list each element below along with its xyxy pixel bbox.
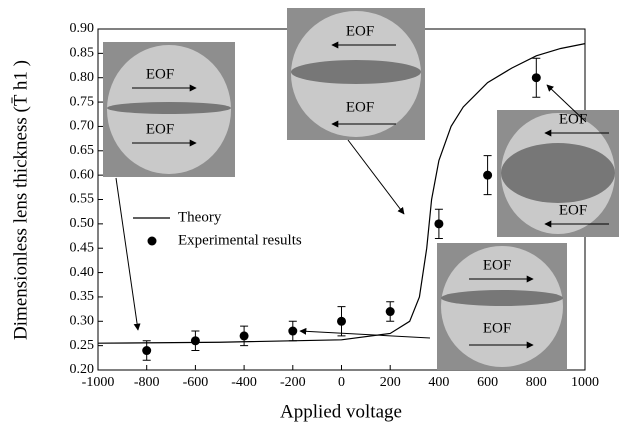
inset-lens — [441, 290, 563, 306]
x-tick-label: 800 — [526, 375, 547, 390]
inset-lens — [291, 60, 421, 84]
x-tick-label: 400 — [428, 375, 449, 390]
y-tick-label: 0.70 — [70, 119, 95, 134]
eof-label: EOF — [483, 257, 511, 273]
theory-line — [97, 43, 586, 344]
data-point — [288, 326, 298, 336]
data-point — [483, 170, 493, 180]
eof-label: EOF — [346, 99, 374, 115]
insets: EOF EOF EOF EOF EOF EOF EOF EOF — [103, 8, 619, 370]
x-tick-label: 0 — [338, 375, 345, 390]
data-point — [142, 346, 152, 356]
eof-label: EOF — [483, 320, 511, 336]
pointer-arrows — [115, 84, 587, 339]
y-tick-label: 0.50 — [70, 216, 95, 231]
eof-label: EOF — [146, 66, 174, 82]
x-tick-label: -1000 — [82, 375, 115, 390]
x-tick-label: 1000 — [571, 375, 599, 390]
y-tick-label: 0.20 — [70, 362, 95, 377]
y-tick-label: 0.55 — [70, 192, 95, 207]
inset-image: EOF EOF — [437, 243, 567, 370]
inset-image: EOF EOF — [497, 110, 619, 237]
y-tick-label: 0.40 — [70, 265, 95, 280]
marks — [97, 43, 586, 361]
y-tick-label: 0.30 — [70, 314, 95, 329]
pointer-arrow — [347, 139, 405, 215]
data-point — [385, 307, 395, 317]
y-tick-label: 0.60 — [70, 167, 95, 182]
x-tick-label: -600 — [183, 375, 209, 390]
inset-lens — [501, 143, 615, 203]
x-tick-label: -200 — [280, 375, 306, 390]
inset-image: EOF EOF — [103, 42, 235, 177]
eof-label: EOF — [559, 111, 587, 127]
x-tick-label: -800 — [134, 375, 160, 390]
data-point — [190, 336, 200, 346]
y-tick-label: 0.65 — [70, 143, 95, 158]
eof-label: EOF — [346, 23, 374, 39]
x-axis-label: Applied voltage — [280, 401, 402, 422]
x-tick-label: 200 — [380, 375, 401, 390]
legend-dot — [147, 236, 157, 246]
inset-image: EOF EOF — [287, 8, 425, 140]
y-axis-label: Dimensionless lens thickness (T̄ h1 ) — [10, 60, 31, 340]
y-tick-label: 0.90 — [70, 21, 95, 36]
data-point — [239, 331, 249, 341]
y-tick-label: 0.45 — [70, 240, 95, 255]
eof-label: EOF — [146, 121, 174, 137]
y-tick-label: 0.75 — [70, 94, 95, 109]
inset-lens — [107, 102, 231, 114]
y-tick-label: 0.35 — [70, 289, 95, 304]
x-tick-label: 600 — [477, 375, 498, 390]
y-tick-label: 0.80 — [70, 70, 95, 85]
eof-label: EOF — [559, 202, 587, 218]
data-point — [531, 73, 541, 83]
data-point — [337, 316, 346, 326]
y-tick-label: 0.25 — [70, 338, 95, 353]
x-tick-label: -400 — [231, 375, 257, 390]
legend-label: Theory — [178, 209, 222, 225]
pointer-arrow — [546, 84, 587, 123]
data-point — [434, 219, 444, 229]
axes: -1000 -800 -600 -400 -200 0 200 400 600 800 1000 0.… — [70, 21, 600, 390]
y-tick-label: 0.85 — [70, 46, 95, 61]
pointer-arrow — [299, 327, 431, 339]
legend: Theory Experimental results — [133, 209, 302, 248]
pointer-arrow — [115, 177, 141, 331]
legend-label: Experimental results — [178, 232, 302, 248]
